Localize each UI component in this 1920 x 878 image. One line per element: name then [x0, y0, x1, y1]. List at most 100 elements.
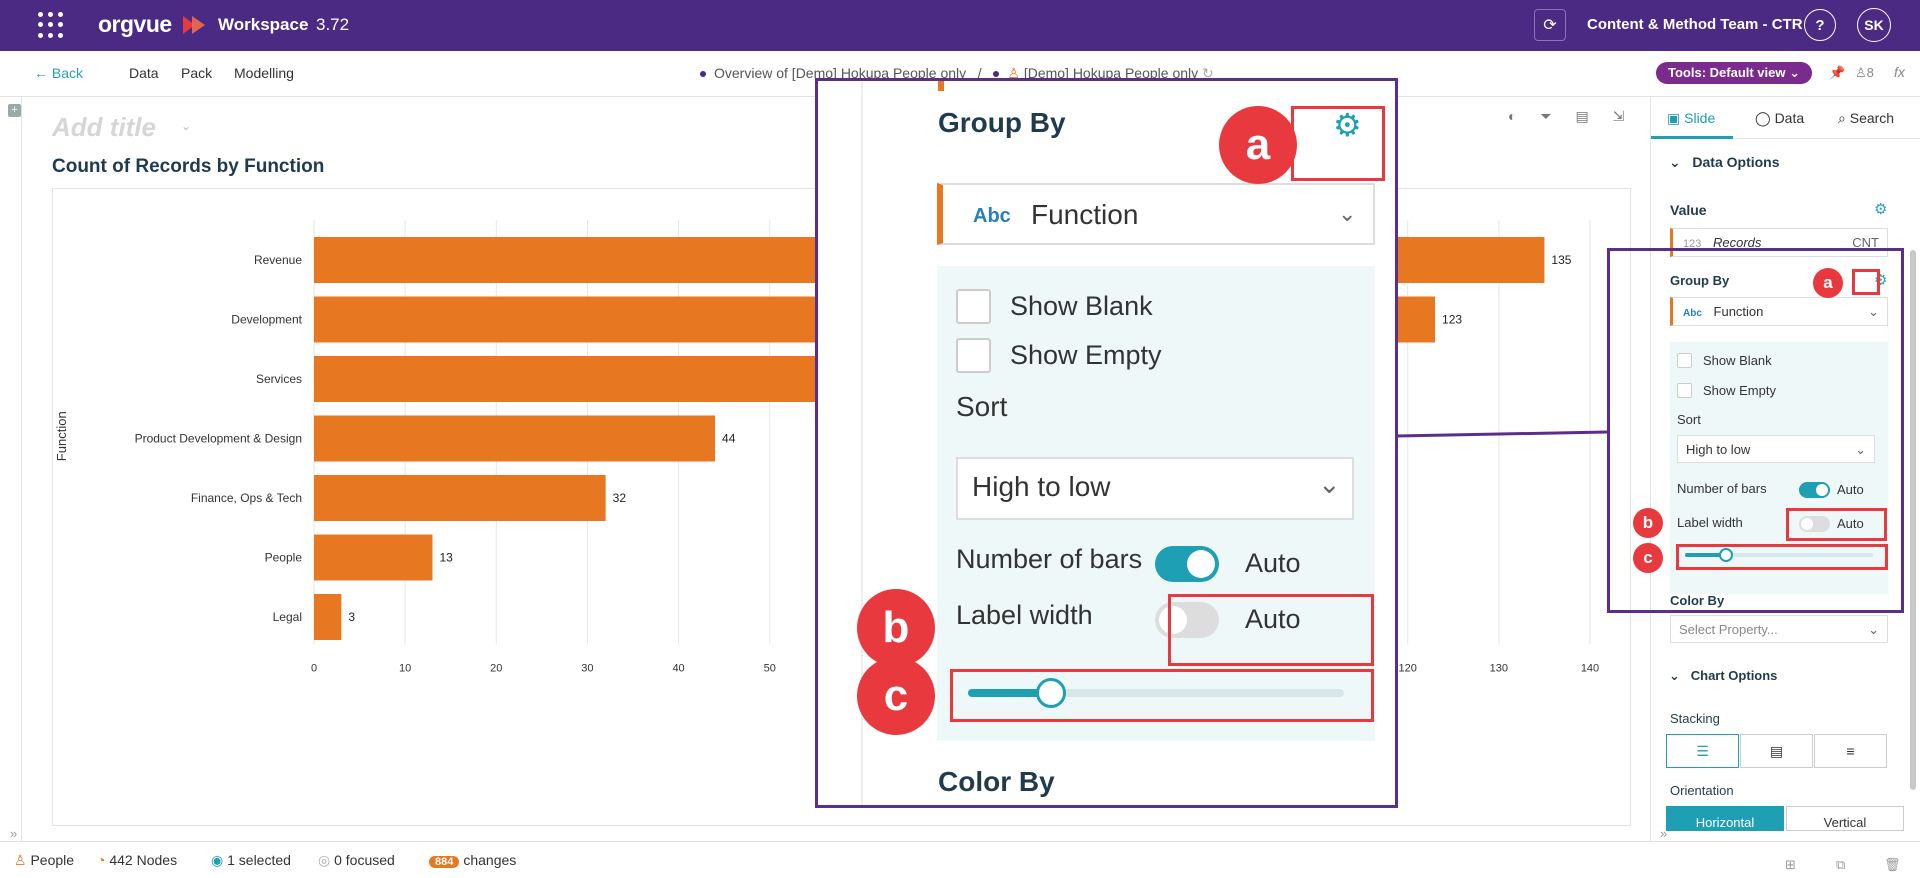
formula-button[interactable]: fx	[1894, 64, 1905, 80]
gear-icon[interactable]: ⚙	[1333, 107, 1362, 143]
tab-search[interactable]: ⌕ Search	[1838, 110, 1894, 127]
status-selected[interactable]: ◉ 1 selected	[211, 852, 291, 869]
breadcrumb-dataset[interactable]: [Demo] Hokupa People only	[1023, 65, 1199, 81]
number-of-bars-toggle[interactable]	[1799, 482, 1830, 498]
category-label: People	[265, 551, 303, 565]
tools-view-dropdown[interactable]: Tools: Default view ⌄	[1656, 62, 1813, 84]
back-link[interactable]: ← Back	[34, 65, 84, 81]
chart-options-header[interactable]: ⌄ Chart Options	[1669, 668, 1777, 684]
avatar[interactable]: SK	[1857, 8, 1891, 42]
help-button[interactable]: ?	[1804, 9, 1836, 41]
back-label: Back	[51, 65, 84, 81]
zoom-group-by-label: Group By	[938, 107, 1066, 138]
zoom-sort-label: Sort	[956, 391, 1008, 422]
sort-select[interactable]: High to low ⌄	[1677, 435, 1875, 463]
group-by-select[interactable]: Abc Function ⌄	[1670, 297, 1888, 326]
tab-data[interactable]: ◯ Data	[1755, 110, 1804, 127]
zoom-number-of-bars-label: Number of bars	[956, 544, 1143, 574]
zoom-show-blank-checkbox[interactable]	[956, 289, 991, 324]
nav-data[interactable]: Data	[129, 65, 159, 81]
nodes-icon: ◔	[97, 852, 106, 868]
palette-icon[interactable]: ◐	[1508, 108, 1517, 124]
status-nodes-label: 442 Nodes	[109, 852, 178, 868]
chevron-down-icon: ⌄	[1855, 442, 1866, 457]
breadcrumb-separator: /	[977, 65, 982, 81]
status-focused[interactable]: ◎ 0 focused	[318, 852, 395, 869]
person-icon: ♙	[1007, 65, 1020, 81]
status-changes[interactable]: 884 changes	[429, 852, 516, 868]
expand-right-icon[interactable]: »	[1660, 826, 1668, 841]
app-grid-icon[interactable]	[38, 12, 68, 38]
label-width-auto: Auto	[1837, 516, 1864, 531]
zoom-label-width-label: Label width	[956, 600, 1093, 630]
zoom-group-by-select[interactable]: Abc Function ⌄	[937, 183, 1375, 245]
color-by-select[interactable]: Select Property... ⌄	[1670, 615, 1888, 643]
label-width-slider-thumb[interactable]	[1719, 548, 1734, 562]
data-options-header[interactable]: ⌄ Data Options	[1669, 154, 1780, 171]
annotation-b-zoom: b	[857, 589, 935, 667]
zoom-show-blank-label: Show Blank	[1010, 291, 1153, 321]
nav-pack[interactable]: Pack	[181, 65, 213, 81]
chevron-down-icon: ⌄	[1868, 622, 1879, 637]
status-entity-label: People	[30, 852, 75, 868]
expand-left-icon[interactable]: »	[10, 826, 18, 841]
value-field[interactable]: 123 Records CNT	[1670, 228, 1888, 257]
panel-scrollbar[interactable]	[1910, 250, 1916, 790]
orientation-vertical-button[interactable]: Vertical	[1786, 806, 1904, 831]
stacking-percent-button[interactable]: ≡	[1814, 734, 1887, 768]
filter-icon[interactable]: ⏷	[1540, 108, 1552, 124]
add-title-input[interactable]: Add title	[52, 112, 156, 142]
sync-button[interactable]: ⟳	[1534, 9, 1566, 41]
chevron-down-icon[interactable]: ⌄	[181, 119, 192, 133]
label-width-slider[interactable]	[1685, 553, 1873, 557]
add-slide-icon[interactable]: +	[8, 104, 21, 117]
gear-icon[interactable]: ⚙	[1874, 201, 1888, 218]
refresh-icon[interactable]: ↻	[1202, 65, 1214, 81]
annotation-a-small: a	[1813, 268, 1843, 298]
zoom-label-width-toggle[interactable]	[1155, 602, 1219, 638]
data-options-label: Data Options	[1692, 154, 1780, 170]
show-empty-checkbox[interactable]	[1677, 383, 1692, 398]
pin-icon[interactable]: 📌	[1829, 65, 1846, 80]
expand-icon[interactable]: ⇲	[1612, 108, 1625, 124]
status-entity[interactable]: ♙ People	[14, 852, 74, 869]
users-count[interactable]: ♙8	[1855, 65, 1874, 81]
zoom-label-width-slider-thumb[interactable]	[1035, 678, 1066, 708]
sort-label: Sort	[1677, 412, 1701, 427]
orgvue-logo[interactable]: orgvue	[98, 11, 172, 37]
number-of-bars-auto: Auto	[1837, 482, 1864, 497]
breadcrumb-dot-icon	[700, 71, 706, 78]
tab-slide[interactable]: ▣ Slide	[1667, 110, 1715, 127]
nav-modelling[interactable]: Modelling	[234, 65, 294, 81]
zoom-label-width-slider[interactable]	[968, 689, 1344, 697]
comment-icon[interactable]: ▤	[1575, 108, 1589, 124]
stacking-stacked-button[interactable]: ▤	[1740, 734, 1813, 768]
copy-icon[interactable]: ⧉	[1836, 857, 1846, 872]
zoom-sort-select[interactable]: High to low ⌄	[956, 457, 1354, 520]
show-blank-checkbox[interactable]	[1677, 353, 1692, 368]
category-label: Finance, Ops & Tech	[191, 491, 302, 505]
category-label: Legal	[273, 610, 302, 624]
category-label: Product Development & Design	[135, 432, 302, 446]
chart-title[interactable]: Count of Records by Function	[52, 156, 325, 177]
stacking-grouped-button[interactable]: ☰	[1666, 734, 1739, 768]
status-nodes[interactable]: ◔ 442 Nodes	[97, 852, 177, 868]
label-width-toggle[interactable]	[1799, 516, 1830, 532]
breadcrumb-view[interactable]: Overview of [Demo] Hokupa People only	[714, 65, 967, 81]
zoom-number-of-bars-toggle[interactable]	[1155, 546, 1219, 582]
add-icon[interactable]: ⊞	[1785, 857, 1796, 872]
zoom-sort-value: High to low	[972, 471, 1111, 502]
focused-icon: ◎	[318, 852, 331, 868]
data-label: 123	[1442, 313, 1462, 327]
y-axis-label: Function	[54, 411, 69, 461]
tab-search-label: Search	[1849, 110, 1895, 126]
zoom-group-by-value: Function	[1031, 199, 1139, 230]
orientation-horizontal-button[interactable]: Horizontal	[1666, 806, 1784, 831]
trash-icon[interactable]: 🗑	[1884, 857, 1901, 872]
zoom-show-empty-checkbox[interactable]	[956, 338, 991, 373]
team-name[interactable]: Content & Method Team - CTR	[1587, 16, 1803, 33]
zoom-label-width-auto: Auto	[1245, 604, 1301, 634]
text-type-icon: Abc	[1683, 308, 1702, 319]
bar	[314, 594, 342, 640]
breadcrumb-dot-icon	[993, 71, 1000, 78]
